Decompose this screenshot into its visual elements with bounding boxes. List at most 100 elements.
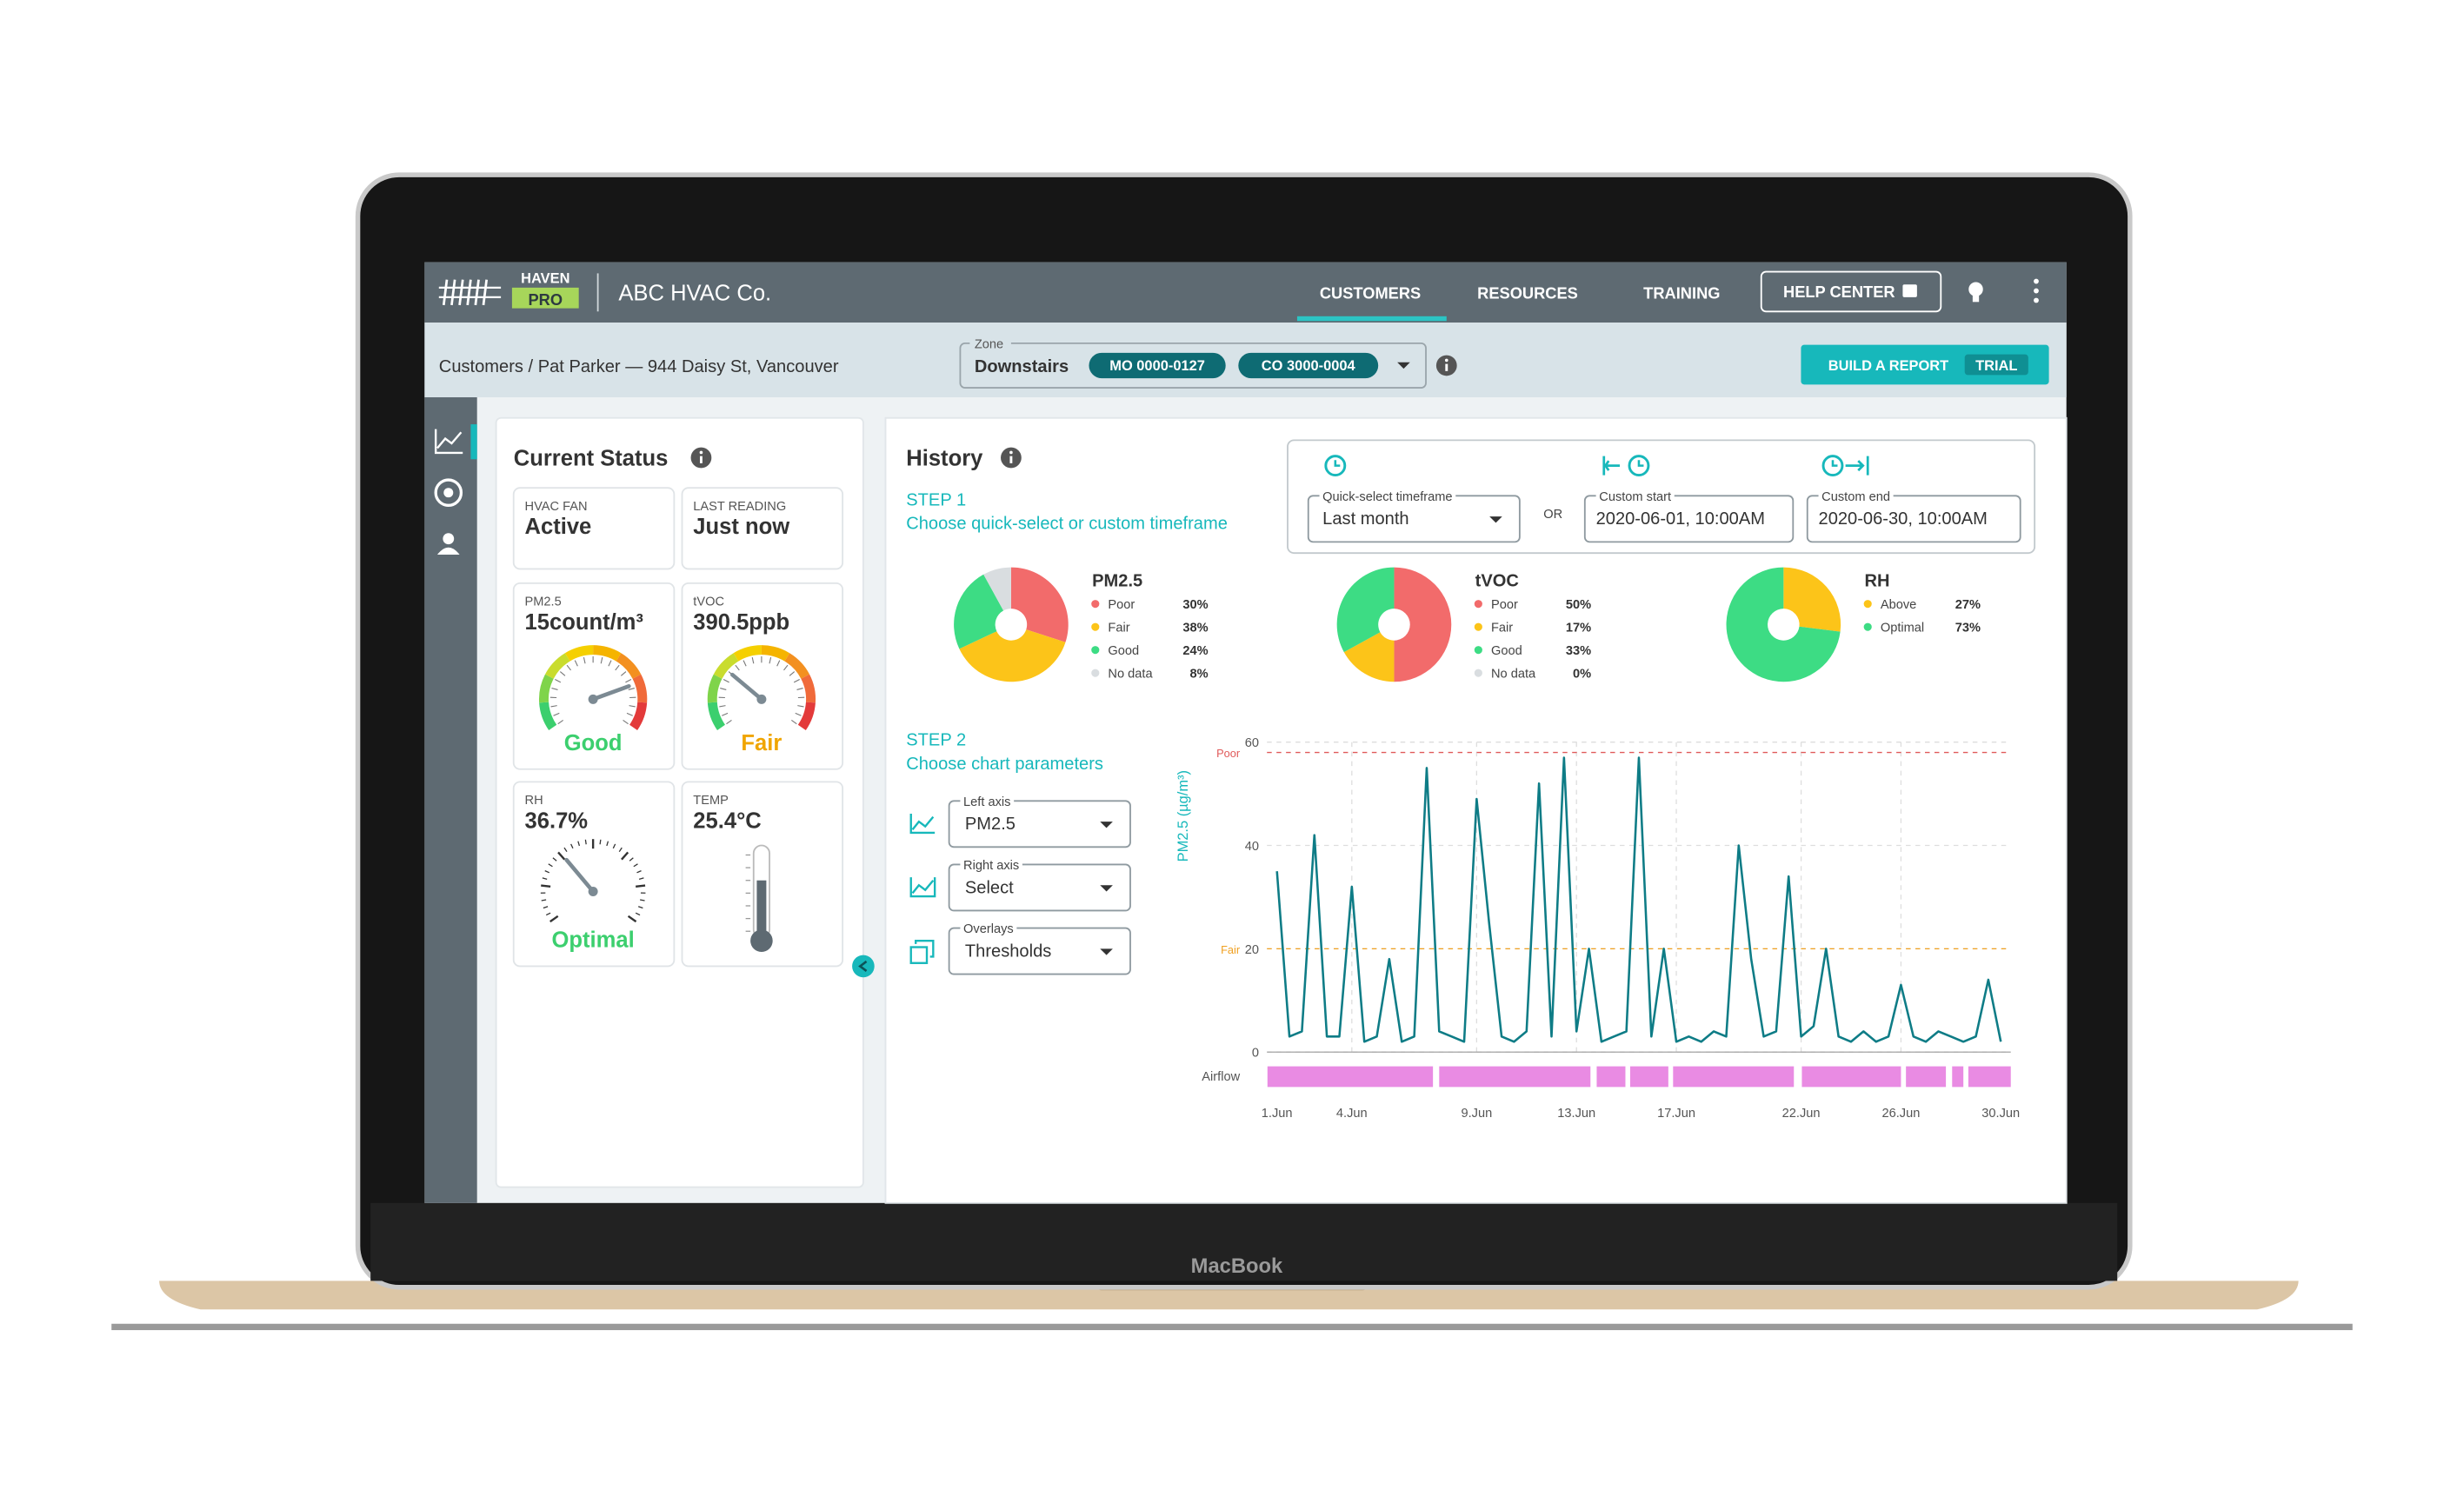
card-status: Fair (741, 731, 782, 755)
legend-label: Good (1108, 644, 1139, 658)
info-icon-dot (699, 450, 703, 455)
sidebar-user-body (436, 547, 460, 555)
logo-stroke (482, 279, 489, 306)
gauge-hub (588, 694, 598, 704)
field-label-bg (1818, 489, 1894, 504)
field-value[interactable]: PM2.5 (965, 815, 1016, 834)
airflow-label: Airflow (1202, 1070, 1240, 1084)
legend-value: 8% (1189, 668, 1208, 682)
menu-dot[interactable] (2034, 288, 2039, 294)
legend-dot (1474, 646, 1482, 655)
zone-value: Downstairs (975, 357, 1069, 376)
airflow-segment (1968, 1066, 2011, 1088)
airflow-segment (1267, 1066, 1434, 1088)
menu-dot[interactable] (2034, 297, 2039, 303)
select-field[interactable] (1583, 495, 1795, 543)
gauge-arc (713, 653, 739, 679)
nav-item[interactable]: RESOURCES (1477, 284, 1578, 303)
card-status: Good (564, 731, 623, 755)
pie-title: RH (1865, 572, 1890, 591)
field-label-bg (1595, 489, 1675, 504)
bulb-icon[interactable] (1968, 282, 1983, 296)
select-field[interactable] (948, 800, 1131, 848)
field-value[interactable]: Last month (1322, 509, 1408, 529)
gauge-tick (620, 671, 627, 676)
gauge-tick (625, 679, 632, 683)
legend-label: Poor (1108, 598, 1135, 612)
card-label: TEMP (693, 794, 729, 808)
gauge-tick (618, 847, 623, 853)
brand-top: HAVEN (521, 270, 569, 286)
gauge-tick (751, 657, 755, 664)
pie-slice (954, 574, 1004, 649)
logo-cross (438, 286, 502, 298)
sensor-chip-label[interactable]: MO 0000-0127 (1109, 358, 1205, 374)
clock-hands (1334, 460, 1341, 467)
timeframe-box (1287, 439, 2036, 555)
sidebar-user-head[interactable] (443, 533, 455, 545)
gauge-tick (549, 915, 559, 923)
card-value: 390.5ppb (693, 610, 789, 635)
nav-item[interactable]: CUSTOMERS (1320, 284, 1421, 303)
clock-icon (1821, 455, 1844, 477)
legend-value: 33% (1566, 644, 1591, 658)
select-field[interactable] (948, 863, 1131, 912)
nav-item[interactable]: TRAINING (1643, 284, 1720, 303)
zone-select[interactable] (959, 342, 1427, 389)
field-value[interactable]: 2020-06-01, 10:00AM (1596, 509, 1765, 529)
gauge-tick (553, 712, 560, 716)
pie-slice (959, 629, 1066, 682)
gauge-tick (796, 688, 803, 690)
airflow-segment (1906, 1066, 1947, 1088)
field-value[interactable]: Select (965, 878, 1014, 897)
thermometer-fill (756, 880, 767, 938)
sensor-chip[interactable] (1238, 352, 1379, 379)
gauge-arc (801, 674, 816, 703)
sensor-chip-label[interactable]: CO 3000-0004 (1262, 358, 1356, 374)
gauge-tick (541, 899, 547, 902)
sidebar-device-icon[interactable] (434, 478, 463, 507)
pie-slice (1010, 567, 1069, 642)
gauge-tick (559, 671, 566, 676)
y-tick-label: 0 (1252, 1047, 1259, 1061)
gauge-arc (564, 645, 594, 662)
field-value[interactable]: Thresholds (965, 941, 1051, 961)
collapse-button[interactable] (852, 955, 875, 978)
x-tick-label: 4.Jun (1336, 1107, 1368, 1121)
menu-dot[interactable] (2034, 278, 2039, 284)
trial-badge-label: TRIAL (1975, 358, 2017, 374)
gauge-tick (629, 857, 634, 862)
brand-bottom: PRO (528, 290, 563, 309)
gauge-tick (638, 877, 644, 880)
gauge-tick (552, 857, 557, 862)
sidebar-chart-icon[interactable] (434, 429, 463, 455)
gauge-tick (793, 679, 800, 683)
card-value: 25.4°C (693, 808, 761, 833)
card-status: Optimal (552, 928, 635, 953)
pie-title: PM2.5 (1092, 572, 1142, 591)
clock-hands (1831, 460, 1838, 467)
clock-icon (1628, 455, 1650, 477)
field-value[interactable]: 2020-06-30, 10:00AM (1819, 509, 1988, 529)
sensor-chip[interactable] (1089, 352, 1226, 379)
x-tick-label: 30.Jun (1981, 1107, 2020, 1121)
pie-slice (1336, 567, 1395, 653)
gauge-arc (707, 702, 726, 730)
gauge-tick (551, 688, 558, 690)
help-button-label[interactable]: HELP CENTER (1783, 283, 1895, 301)
card-value: 15count/m³ (525, 610, 643, 635)
select-field[interactable] (1806, 495, 2021, 543)
gauge-tick (723, 679, 729, 683)
gauge-tick (577, 841, 581, 847)
card-label: tVOC (693, 595, 724, 609)
gauge-arc (761, 645, 790, 662)
status-card (512, 487, 676, 570)
gauge-tick (600, 657, 603, 664)
gauge-arc (592, 645, 622, 662)
legend-dot (1474, 669, 1482, 677)
help-button[interactable] (1760, 270, 1942, 313)
report-button-label[interactable]: BUILD A REPORT (1828, 358, 1949, 374)
select-field[interactable] (948, 927, 1131, 975)
field-label-bg (960, 795, 1015, 809)
start-arrow (1602, 456, 1621, 476)
